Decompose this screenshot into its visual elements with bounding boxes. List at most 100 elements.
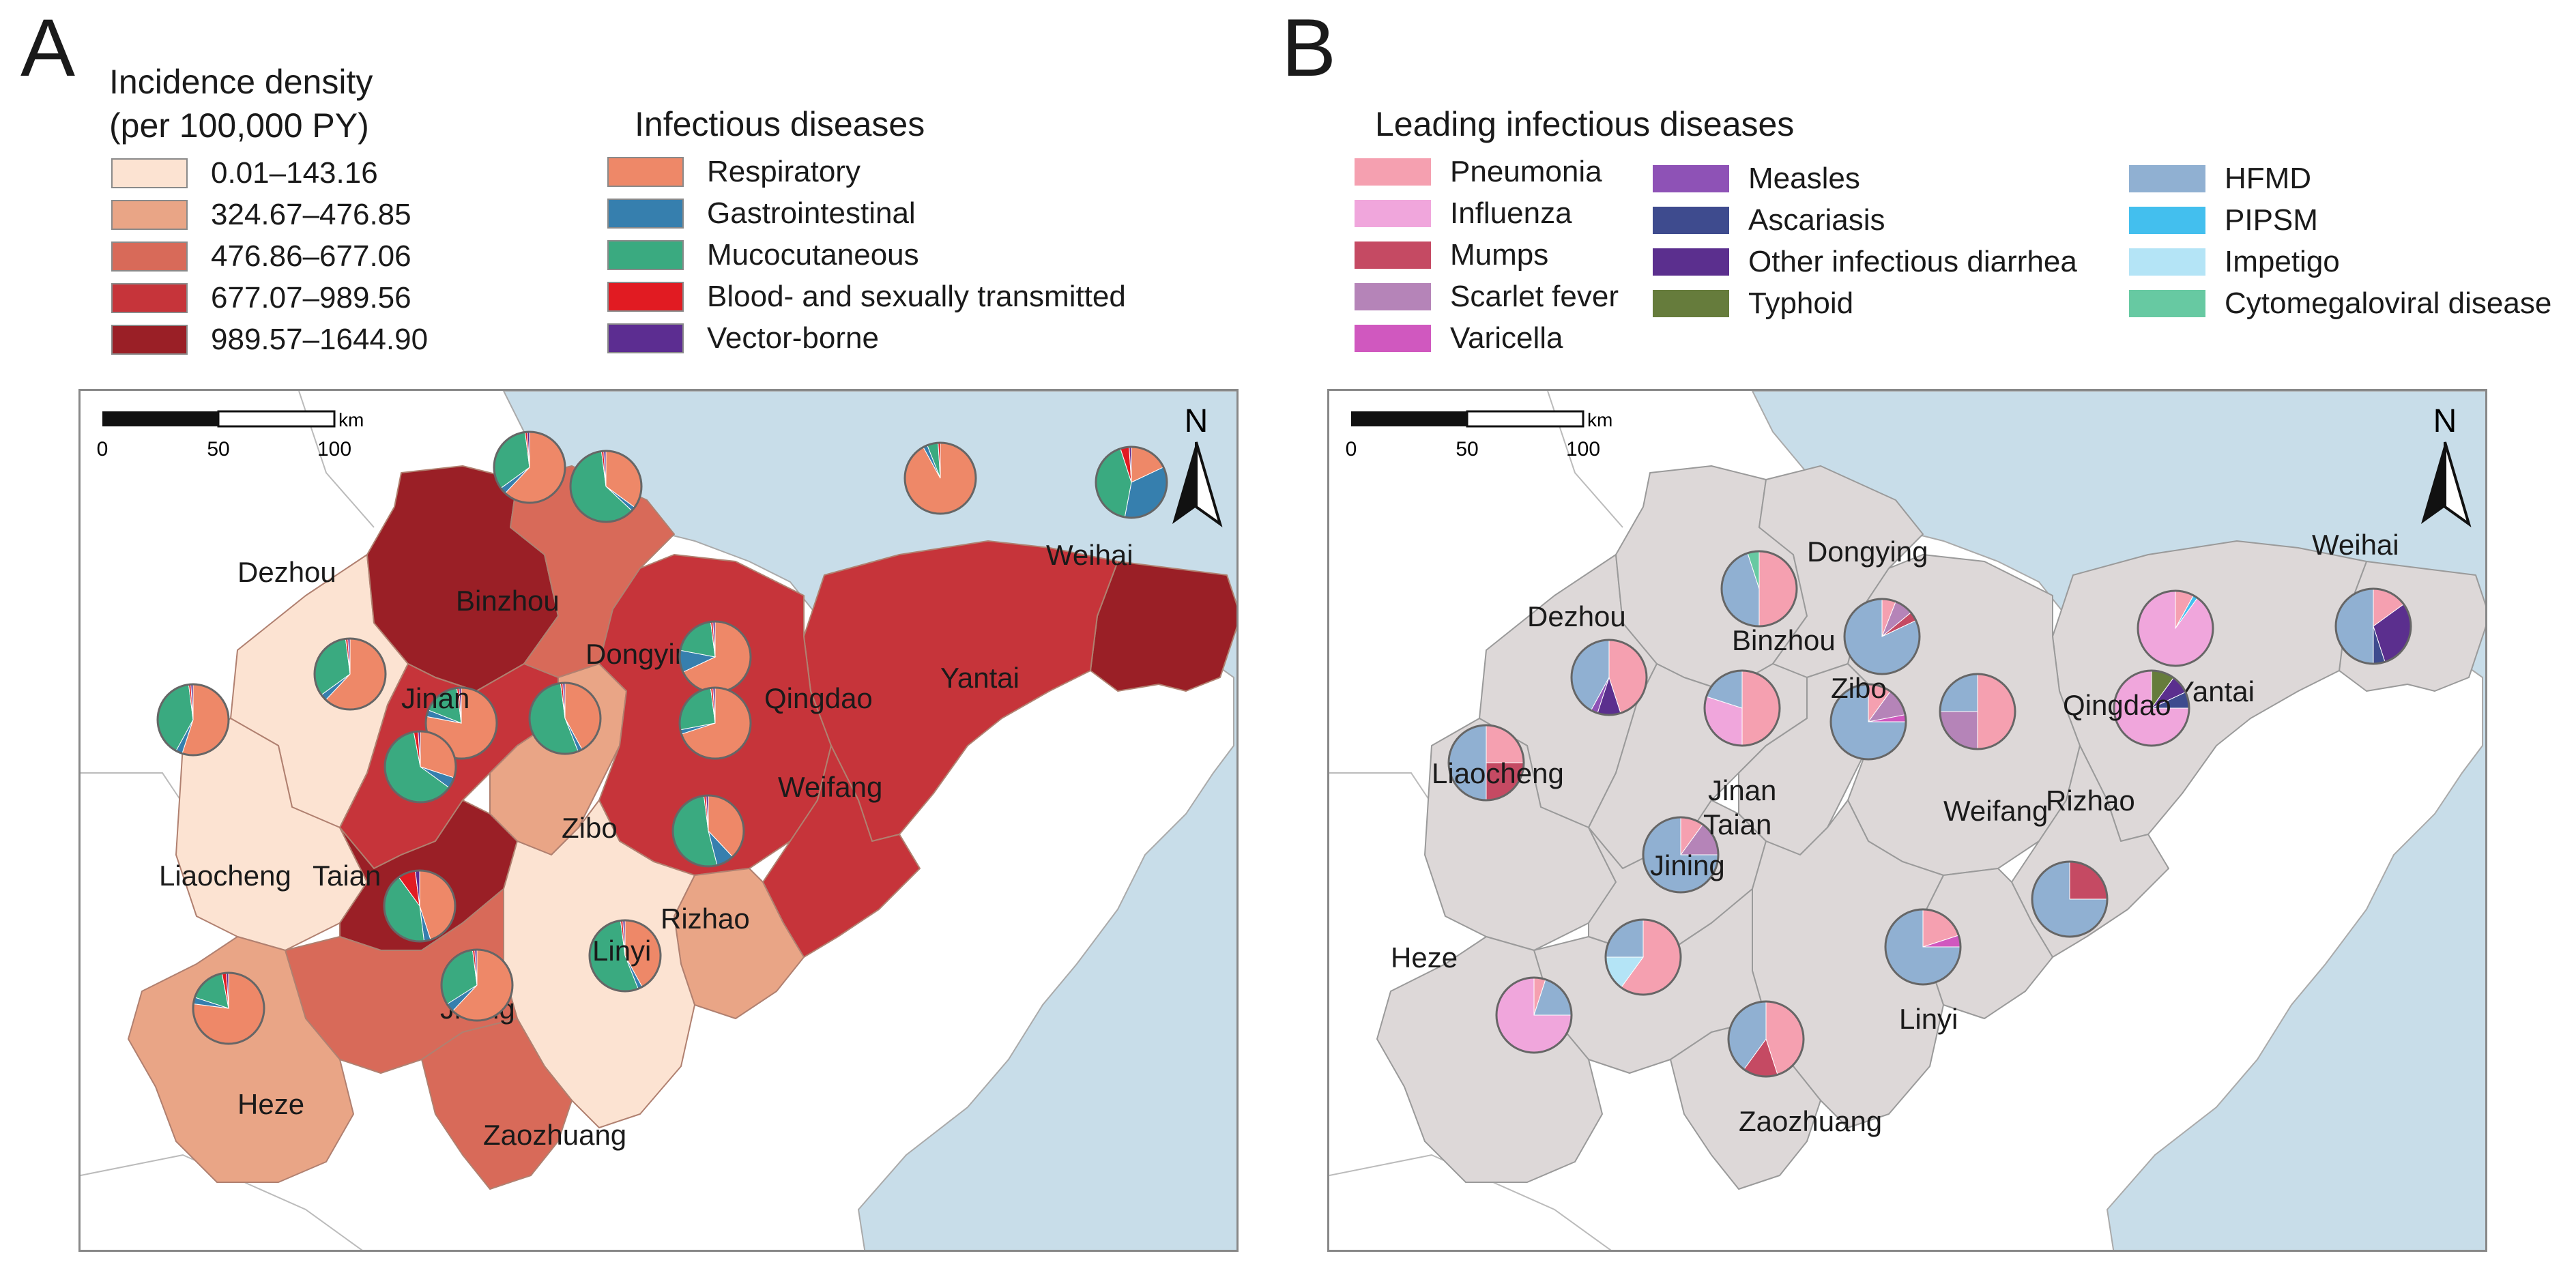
leading-legend-item-swatch (2129, 207, 2205, 234)
pie-a-taian (383, 730, 457, 804)
pie-b-jinan (1703, 669, 1781, 747)
north-label: N (1185, 403, 1209, 439)
pie-a-jinan-outline (424, 686, 498, 760)
pie-b-jining (1604, 918, 1682, 996)
pie-b-weihai (2334, 587, 2412, 665)
city-label-yantai: Yantai (940, 662, 1019, 694)
leading-legend-item: Measles (1653, 161, 1860, 196)
pie-a-yantai (903, 441, 977, 515)
scale-tick-label: 0 (97, 438, 108, 460)
panel-a-letter: A (20, 2, 76, 93)
disease-legend-item-label: Blood- and sexually transmitted (707, 280, 1126, 313)
density-legend-item-label: 989.57–1644.90 (211, 323, 429, 356)
leading-legend-item: Mumps (1355, 237, 1548, 273)
disease-legend-item: Vector-borne (607, 321, 879, 356)
pie-b-zaozhuang-outline (1727, 1000, 1805, 1078)
disease-legend-item-swatch (607, 240, 684, 270)
city-label-dezhou: Dezhou (237, 556, 336, 588)
density-legend-item-label: 677.07–989.56 (211, 281, 411, 314)
leading-legend-item: Influenza (1355, 196, 1572, 231)
pie-b-dezhou-outline (1570, 639, 1648, 716)
city-label-jinan: Jinan (1708, 774, 1776, 806)
disease-legend-item-swatch (607, 323, 684, 353)
leading-legend-item: Impetigo (2129, 244, 2340, 280)
leading-legend-item-label: Varicella (1450, 321, 1563, 355)
city-label-dongying: Dongying (1807, 536, 1928, 568)
leading-legend-item-swatch (2129, 290, 2205, 317)
disease-legend-item-swatch (607, 282, 684, 312)
leading-legend-item-swatch (1653, 248, 1729, 276)
pie-b-dezhou (1570, 639, 1648, 716)
leading-legend-item-swatch (2129, 248, 2205, 276)
city-label-taian: Taian (313, 860, 381, 892)
scale-bar-black (102, 411, 218, 426)
pie-a-jining (383, 869, 457, 943)
pie-b-qingdao-outline (2113, 669, 2190, 747)
pie-a-taian-outline (383, 730, 457, 804)
pie-a-heze (192, 971, 265, 1045)
map-panel-b: 0 50 100 km N Binzhou Dongying Dezhou Weihai Yant… (1327, 389, 2487, 1252)
density-legend-item-label: 0.01–143.16 (211, 156, 378, 190)
pie-b-weifang-outline (1939, 673, 2016, 750)
density-legend-item: 989.57–1644.90 (111, 322, 428, 357)
city-label-qingdao: Qingdao (2063, 689, 2171, 721)
pie-a-weihai (1095, 445, 1168, 519)
city-label-zibo: Zibo (1831, 672, 1887, 704)
disease-legend-item-label: Vector-borne (707, 321, 879, 355)
disease-legend-title: Infectious diseases (635, 105, 925, 143)
disease-legend-item: Blood- and sexually transmitted (607, 279, 1126, 314)
scale-tick-label: 100 (317, 438, 351, 460)
leading-legend-item-label: Impetigo (2225, 245, 2340, 278)
leading-legend-item-swatch (1653, 165, 1729, 192)
pie-a-dongying-outline (569, 450, 643, 523)
pie-a-linyi (588, 919, 662, 993)
pie-b-jinan-outline (1703, 669, 1781, 747)
density-legend-item: 324.67–476.85 (111, 197, 411, 233)
leading-legend-item-label: PIPSM (2225, 203, 2318, 237)
density-legend-title: Incidence density (per 100,000 PY) (109, 63, 373, 145)
city-label-jining: Jining (1650, 849, 1725, 881)
leading-legend-item: Typhoid (1653, 286, 1853, 321)
density-legend-item-swatch (111, 241, 188, 272)
city-label-jinan: Jinan (401, 682, 469, 714)
pie-a-rizhao-outline (671, 794, 745, 868)
pie-a-liaocheng-outline (156, 683, 230, 757)
north-arrow: N (1172, 403, 1223, 527)
pie-b-taian-outline (1642, 816, 1720, 894)
pie-b-dongying-outline (1843, 598, 1921, 675)
density-legend-item-label: 476.86–677.06 (211, 239, 411, 273)
map-panel-a: 0 50 100 km N Dezhou Binzhou Dongying Weihai Yant… (78, 389, 1239, 1252)
city-label-rizhao: Rizhao (2046, 785, 2135, 817)
density-legend-item: 476.86–677.06 (111, 239, 411, 274)
city-label-linyi: Linyi (592, 935, 651, 967)
leading-legend-item-label: Mumps (1450, 238, 1549, 272)
scale-tick-label: 50 (1456, 438, 1478, 460)
north-label: N (2433, 403, 2457, 439)
pie-b-taian (1642, 816, 1720, 894)
pie-b-qingdao (2113, 669, 2190, 747)
disease-legend-item-swatch (607, 199, 684, 229)
density-legend-item: 677.07–989.56 (111, 280, 411, 316)
pie-a-binzhou-outline (493, 430, 566, 504)
leading-legend-item: Pneumonia (1355, 154, 1602, 190)
pie-b-zibo-outline (1829, 683, 1907, 761)
city-label-heze: Heze (237, 1088, 304, 1120)
pie-a-dezhou-outline (313, 637, 387, 711)
pie-b-rizhao (2031, 860, 2109, 938)
density-legend-item: 0.01–143.16 (111, 156, 378, 191)
pie-b-zibo (1829, 683, 1907, 761)
pie-b-linyi (1884, 908, 1962, 986)
scale-unit: km (338, 409, 364, 430)
city-label-taian: Taian (1703, 808, 1771, 840)
leading-legend-item-swatch (1653, 207, 1729, 234)
pie-a-rizhao (671, 794, 745, 868)
disease-legend-item-label: Mucocutaneous (707, 238, 919, 272)
city-label-zibo: Zibo (562, 812, 618, 844)
north-arrow-left (2421, 442, 2445, 524)
leading-legend-item-label: HFMD (2225, 162, 2312, 195)
city-label-binzhou: Binzhou (456, 585, 560, 617)
pie-a-dongying (569, 450, 643, 523)
pie-a-qingdao (678, 620, 752, 694)
city-label-zaozhuang: Zaozhuang (1739, 1105, 1882, 1137)
scale-bar: 0 50 100 km (1346, 409, 1613, 460)
